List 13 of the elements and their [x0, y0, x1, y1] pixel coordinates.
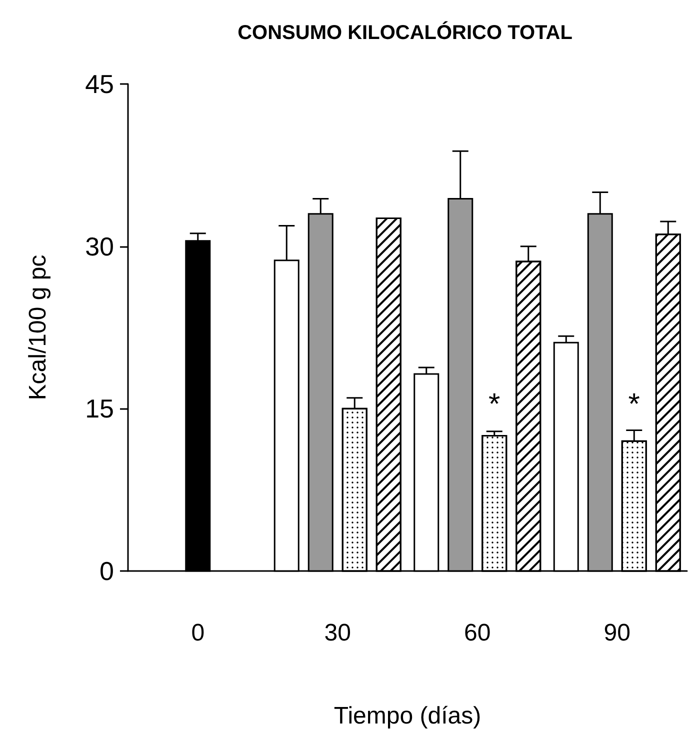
y-tick-label: 15: [85, 394, 114, 424]
annotation: *: [488, 388, 501, 421]
x-tick-label: 90: [604, 620, 630, 646]
chart-title: CONSUMO KILOCALÓRICO TOTAL: [238, 21, 572, 44]
y-tick-label: 0: [100, 556, 114, 586]
annotation: *: [628, 388, 640, 421]
x-tick-label: 60: [464, 620, 491, 646]
x-axis-title: Tiempo (días): [334, 702, 482, 730]
x-tick-label: 0: [191, 620, 205, 646]
y-tick-label: 45: [85, 69, 114, 99]
y-axis-title: Kcal/100 g pc: [24, 254, 52, 400]
x-tick-label: 30: [324, 620, 351, 646]
y-tick-label: 30: [85, 231, 114, 262]
